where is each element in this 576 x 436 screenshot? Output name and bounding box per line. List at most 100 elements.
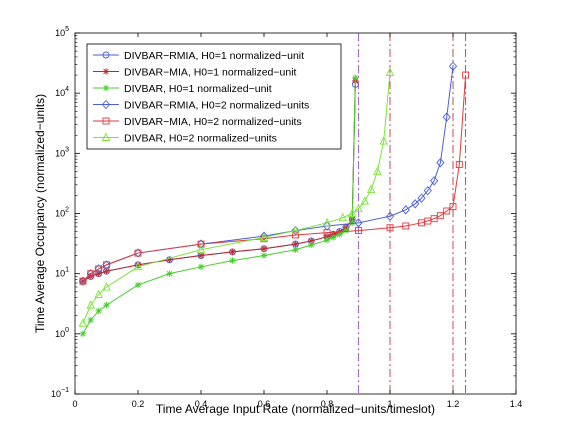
data-point [94, 289, 103, 298]
data-point [436, 157, 445, 168]
legend-label: DIVBAR−RMIA, H0=2 normalized−units [124, 100, 309, 112]
data-point [197, 240, 205, 248]
data-point [102, 51, 110, 59]
legend-label: DIVBAR, H0=1 normalized−unit [124, 83, 272, 95]
data-point [411, 199, 420, 209]
data-point [78, 276, 87, 286]
data-point [338, 212, 347, 222]
data-point [196, 244, 206, 254]
data-point [197, 252, 205, 259]
data-point [292, 246, 299, 253]
y-tick-exponent: 2 [65, 207, 69, 214]
data-point [291, 225, 300, 235]
data-point [436, 212, 444, 220]
data-point [197, 263, 205, 271]
y-tick-exponent: −1 [61, 387, 69, 394]
legend-box [86, 43, 342, 150]
data-point [79, 277, 87, 285]
data-point [103, 261, 110, 269]
data-point [101, 132, 111, 141]
data-point [166, 270, 173, 277]
data-point [354, 203, 363, 213]
legend-entry: DIVBAR−RMIA, H0=2 normalized−units [93, 100, 309, 112]
legend-entry: DIVBAR, H0=1 normalized−unit [93, 83, 272, 95]
data-point [379, 136, 388, 145]
legend-entry: DIVBAR−MIA, H0=1 normalized−unit [93, 67, 297, 79]
data-point [134, 281, 142, 289]
legend: DIVBAR−RMIA, H0=1 normalized−unit DIVBAR−… [86, 43, 342, 150]
data-point [102, 117, 110, 125]
y-tick-base: 10 [55, 209, 65, 219]
data-point [196, 239, 206, 249]
x-tick-label: 0.6 [258, 399, 271, 409]
series-6 [78, 67, 395, 327]
data-point [385, 211, 395, 221]
y-tick-label: 104 [55, 86, 69, 98]
y-tick-exponent: 5 [65, 26, 69, 33]
data-point [103, 301, 110, 309]
y-tick-exponent: 1 [65, 267, 69, 274]
data-point [166, 256, 173, 264]
data-point [401, 205, 410, 215]
y-tick-label: 100 [55, 327, 69, 339]
data-point [349, 219, 356, 227]
legend-entry: DIVBAR, H0=2 normalized−units [93, 132, 277, 145]
data-point [443, 207, 451, 215]
data-point [292, 231, 299, 239]
x-tick-label: 1.2 [447, 399, 460, 409]
x-tick-label: 0.2 [132, 399, 145, 409]
data-point [360, 196, 370, 205]
y-tick-label: 101 [55, 267, 69, 279]
data-point [323, 233, 331, 240]
data-point [102, 282, 111, 291]
reference-lines [358, 33, 467, 394]
data-point [87, 270, 95, 278]
data-point [79, 277, 87, 285]
data-point [448, 61, 458, 71]
data-point [417, 193, 426, 203]
data-point [373, 166, 382, 175]
data-point [79, 330, 87, 338]
data-point [292, 240, 299, 248]
data-point [354, 218, 363, 228]
data-point [423, 185, 432, 196]
series-group [78, 61, 470, 338]
data-point [323, 236, 331, 244]
data-point [386, 224, 394, 232]
data-point [347, 208, 357, 217]
x-tick-label: 0.8 [321, 399, 334, 409]
x-tick-label: 0 [72, 399, 77, 409]
y-tick-base: 10 [55, 329, 65, 339]
data-point [322, 217, 332, 227]
data-point [260, 245, 268, 252]
series-5 [79, 71, 470, 285]
data-point [103, 267, 110, 275]
data-point [442, 112, 451, 122]
series-3 [79, 74, 359, 338]
x-tick-label: 1.4 [510, 399, 523, 409]
legend-label: DIVBAR, H0=2 normalized−units [124, 133, 277, 145]
data-point [366, 184, 376, 194]
data-point [330, 234, 337, 241]
y-axis-label: Time Average Occupancy (normalized−units… [33, 94, 47, 333]
y-tick-label: 105 [55, 26, 69, 38]
data-point [133, 261, 143, 271]
data-point [133, 248, 143, 258]
data-point [449, 203, 457, 211]
data-point [229, 257, 236, 264]
data-point [87, 316, 94, 324]
data-point [308, 237, 315, 245]
x-axis: 0 0.2 0.4 0.6 0.8 1 1.2 1.4 [72, 33, 522, 409]
data-point [352, 74, 359, 82]
y-tick-label: 10−1 [51, 387, 69, 399]
legend-label: DIVBAR−RMIA, H0=1 normalized−unit [124, 50, 304, 62]
data-point [342, 227, 350, 234]
data-point [336, 231, 343, 238]
x-tick-label: 1 [387, 399, 392, 409]
data-point [402, 222, 410, 230]
data-point [323, 229, 331, 237]
y-tick-base: 10 [51, 389, 61, 399]
data-point [86, 300, 95, 309]
data-point [78, 318, 88, 327]
x-axis-label: Time Average Input Rate (normalized−unit… [156, 402, 435, 416]
